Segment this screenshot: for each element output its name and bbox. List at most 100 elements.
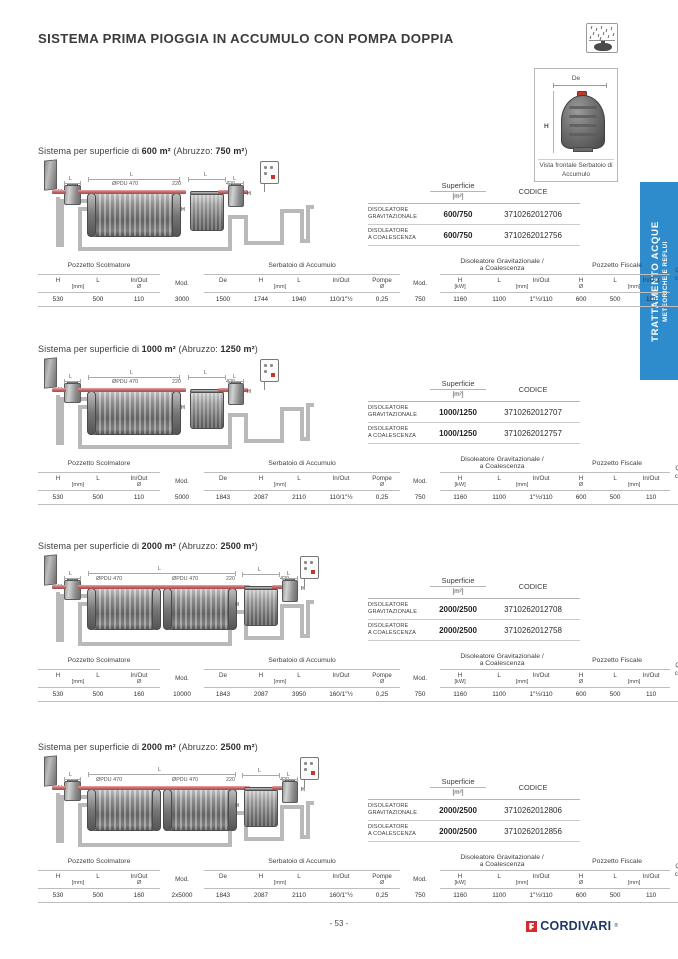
specifications-table: Pozzetto Scolmatore Serbatoio di Accumulo… xyxy=(38,853,678,903)
connection-pipe xyxy=(78,585,250,589)
val-dis-inout: 1"½/110 xyxy=(518,490,565,505)
trademark-symbol: ® xyxy=(614,923,618,929)
dimension-label: ØPDU 470 xyxy=(96,777,123,783)
spec-group-header: Pozzetto Scolmatore Serbatoio di Accumulo… xyxy=(38,257,678,282)
spec-sub-header: H L In/Out Mod. De H L In/Out Pompe Mod. H L In/Out H… xyxy=(38,275,678,287)
unit-kw: [kW] xyxy=(440,284,481,293)
unit-dis-mm: [mm] xyxy=(480,880,565,889)
ground-profile xyxy=(50,393,318,451)
col-poz-h: H xyxy=(55,672,61,679)
col-poz-l: L xyxy=(96,873,100,880)
header-superficie: Superficie xyxy=(430,181,486,192)
col-fis-inout: In/Out xyxy=(642,672,660,679)
col-ser-inout: In/Out xyxy=(332,672,350,679)
col-pompe: Pompe xyxy=(372,475,392,482)
code-row-superficie: 1000/1250 xyxy=(430,401,486,423)
system-section: Sistema per superficie di 2000 m² (Abruz… xyxy=(38,541,678,702)
col-poz-inout: In/Out xyxy=(130,873,148,880)
group-pozzetto-scolmatore: Pozzetto Scolmatore xyxy=(38,652,160,670)
val-ser-inout: 110/1"½ xyxy=(318,292,364,307)
dimension-line xyxy=(88,571,236,576)
roof-downspout xyxy=(44,159,57,191)
quadro-comando-panel[interactable] xyxy=(300,757,319,780)
dimension-line xyxy=(228,379,244,384)
group-disoleatore: Disoleatore Gravitazionale / a Coalescenz… xyxy=(440,455,565,473)
code-row-codice: 3710262012706 xyxy=(486,203,580,225)
spec-sub-header: H L In/Out Mod. De H L In/Out Pompe Mod. H L In/Out H… xyxy=(38,871,678,883)
spec-group-header: Pozzetto Scolmatore Serbatoio di Accumulo… xyxy=(38,455,678,480)
code-row-label-line1: Disoleatore xyxy=(368,803,409,809)
spec-sub-header: H L In/Out Mod. De H L In/Out Pompe Mod. H L In/Out H… xyxy=(38,473,678,485)
col-dis-l: L xyxy=(497,277,501,284)
val-dis-l: 1100 xyxy=(480,490,519,505)
quadro-comando-panel[interactable] xyxy=(260,359,279,382)
group-serbatoio: Serbatoio di Accumulo xyxy=(204,853,401,871)
header-superficie-unit: [m²] xyxy=(452,391,464,398)
ground-profile xyxy=(50,195,318,253)
system-body: LHØPDU 470L220420LHLHSuperficieCODICE[m²… xyxy=(38,159,614,257)
code-row-label-line2: a coalescenza xyxy=(368,630,416,636)
col-ser-l: L xyxy=(297,873,301,880)
group-quadro-comando: Quadro di comando con sensore pioggia xyxy=(674,465,678,480)
val-pompe: 0,25 xyxy=(364,292,401,307)
unit-ser-mm2: [mm] xyxy=(242,284,318,293)
col-dis-l: L xyxy=(497,475,501,482)
group-serbatoio: Serbatoio di Accumulo xyxy=(204,455,401,473)
col-ser-l: L xyxy=(297,277,301,284)
col-dis-h: H xyxy=(457,873,463,880)
quadro-comando-panel[interactable] xyxy=(300,556,319,579)
quadro-comando-panel[interactable] xyxy=(260,161,279,184)
inlet-pipe xyxy=(52,585,66,589)
val-ser-mod: 2x5000 xyxy=(160,888,204,903)
code-row-label-line2: a coalescenza xyxy=(368,433,416,439)
val-pompe: 0,25 xyxy=(364,687,401,702)
col-dis-inout: In/Out xyxy=(532,672,550,679)
code-row-label: Disoleatore a coalescenza xyxy=(368,422,430,444)
header-superficie-unit: [m²] xyxy=(452,789,464,796)
code-row-superficie: 600/750 xyxy=(430,203,486,225)
col-dis-inout: In/Out xyxy=(532,475,550,482)
system-schematic: LHØPDU 470L220420LHLH xyxy=(38,357,326,455)
spec-unit-header: [mm]Ø[mm]Ø[kW][mm]Ø[mm]Ø xyxy=(38,482,678,491)
val-ser-mod: 5000 xyxy=(160,490,204,505)
connection-pipe xyxy=(78,786,250,790)
col-ser-h: H xyxy=(258,475,264,482)
front-view-tank xyxy=(561,95,605,149)
front-view-h-label: H xyxy=(544,123,549,130)
dimension-label: 220 xyxy=(226,576,235,582)
code-table-header: Superficie CODICE xyxy=(368,379,580,394)
val-dis-h: 1160 xyxy=(440,292,481,307)
icon-tank-neck xyxy=(601,40,605,44)
code-row-superficie: 2000/2500 xyxy=(430,820,486,842)
code-row: Disoleatore a coalescenza 2000/2500 3710262… xyxy=(368,619,580,641)
col-poz-inout: In/Out xyxy=(130,277,148,284)
col-poz-h: H xyxy=(55,873,61,880)
col-fis-h: H xyxy=(578,672,584,679)
dimension-label: L xyxy=(69,176,72,182)
val-fis-inout: 110 xyxy=(632,292,671,307)
col-ser-mod: Mod. xyxy=(175,478,189,485)
system-area-abruzzo: 1250 m² xyxy=(220,344,255,354)
col-ser-h: H xyxy=(258,277,264,284)
dimension-line xyxy=(242,572,280,577)
serbatoio-accumulo xyxy=(163,789,237,831)
unit-ser-blank xyxy=(318,284,364,293)
val-ser-h: 2087 xyxy=(242,687,280,702)
val-poz-h: 530 xyxy=(38,490,78,505)
spec-value-row: 530 500 110 5000 1843 2087 2110 110/1"½ 0,25 750 1… xyxy=(38,490,678,505)
code-table-header: Superficie CODICE xyxy=(368,181,580,196)
col-ser-de: De xyxy=(219,277,227,284)
dimension-label: L xyxy=(258,567,261,573)
code-row-superficie: 2000/2500 xyxy=(430,619,486,641)
dimension-label: ØPDU 470 xyxy=(112,379,139,385)
col-dis-h: H xyxy=(457,277,463,284)
col-dis-inout: In/Out xyxy=(532,277,550,284)
unit-poz-diam: Ø xyxy=(118,679,160,688)
val-dis-inout: 1"½/110 xyxy=(518,888,565,903)
dimension-label: L xyxy=(130,172,133,178)
col-ser-l: L xyxy=(297,475,301,482)
group-disoleatore: Disoleatore Gravitazionale / a Coalescenz… xyxy=(440,652,565,670)
group-pozzetto-scolmatore: Pozzetto Scolmatore xyxy=(38,455,160,473)
system-section: Sistema per superficie di 2000 m² (Abruz… xyxy=(38,742,678,903)
